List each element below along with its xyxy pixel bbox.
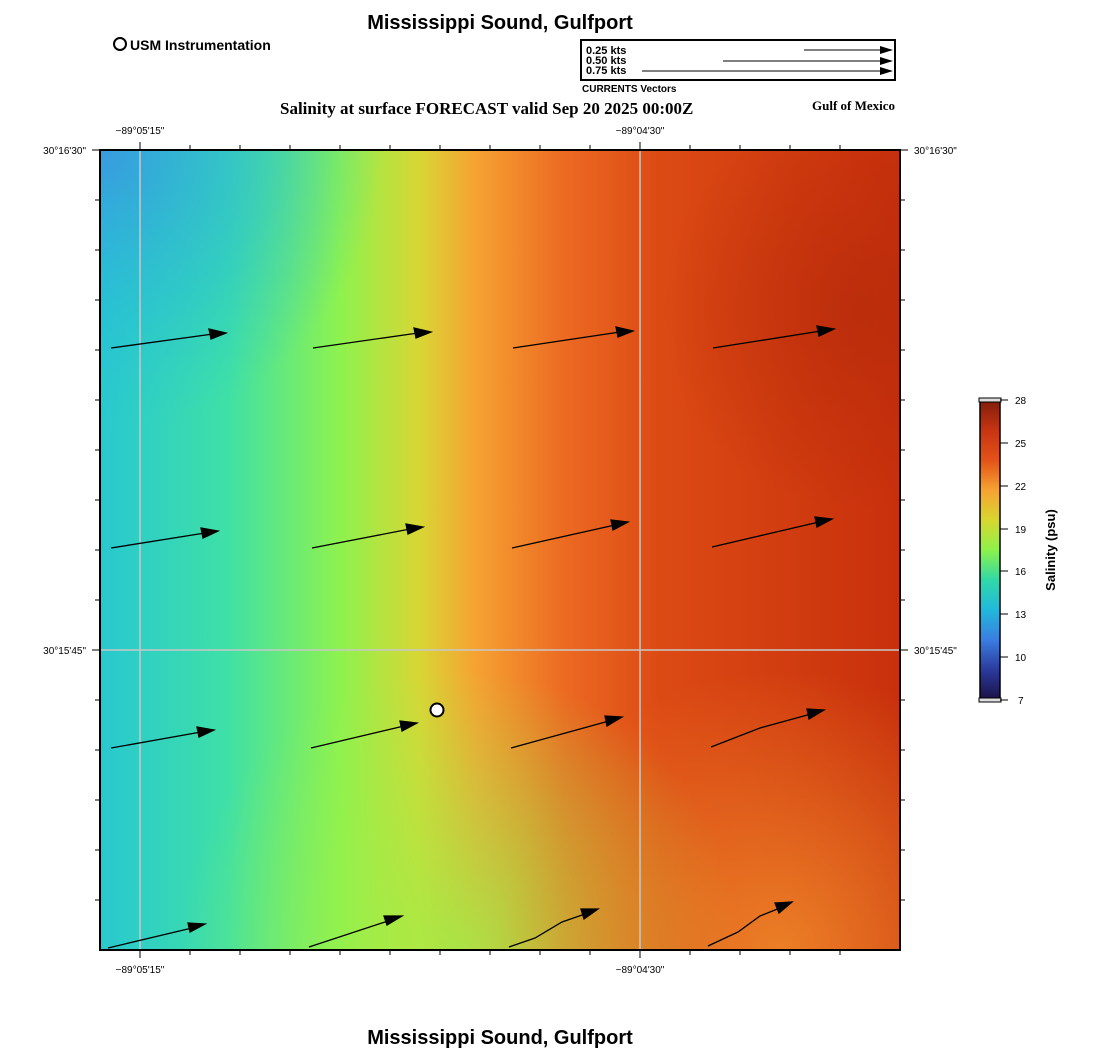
current-vector xyxy=(707,901,794,947)
current-vector xyxy=(308,915,405,948)
colorbar-tick-label: 25 xyxy=(1015,439,1027,450)
lon-label-bottom-1: −89°05'15" xyxy=(116,965,165,976)
vector-scale-label-1: 0.25 kts xyxy=(586,45,627,57)
lat-label-right-2: 30°15'45" xyxy=(914,646,957,657)
lon-label-top-1: −89°05'15" xyxy=(116,126,165,137)
lat-label-left-2: 30°15'45" xyxy=(43,646,86,657)
map-title-top: Mississippi Sound, Gulfport xyxy=(367,12,633,34)
colorbar-tick-label: 19 xyxy=(1015,525,1027,536)
colorbar-title: Salinity (psu) xyxy=(1043,509,1058,591)
scale-arrow-head-1 xyxy=(880,46,893,54)
vector-scale-title: CURRENTS Vectors xyxy=(582,84,677,95)
current-vector xyxy=(508,908,601,948)
current-vector xyxy=(107,922,208,949)
current-vector xyxy=(711,516,835,548)
usm-instrumentation-label: USM Instrumentation xyxy=(130,37,271,53)
current-vector xyxy=(110,726,217,749)
current-vector xyxy=(710,708,827,748)
colorbar-ticks xyxy=(1000,399,1008,701)
vector-scale-arrows xyxy=(642,46,893,75)
scale-arrow-head-2 xyxy=(880,57,893,65)
region-label: Gulf of Mexico xyxy=(812,98,896,113)
high-salinity-patch xyxy=(100,150,900,950)
colorbar-tick-label: 16 xyxy=(1015,567,1027,578)
colorbar-top-cap xyxy=(978,397,1002,403)
colorbar-tick-label: 7 xyxy=(1018,696,1024,707)
current-vector xyxy=(312,327,434,349)
frame-ticks xyxy=(92,142,908,958)
current-vector xyxy=(511,519,631,549)
lon-label-bottom-2: −89°04'30" xyxy=(616,965,665,976)
map-subtitle: Salinity at surface FORECAST valid Sep 2… xyxy=(280,99,694,118)
current-vector xyxy=(510,715,625,749)
current-vector xyxy=(512,326,636,349)
vector-scale-box: 0.25 kts 0.50 kts 0.75 kts xyxy=(580,39,896,81)
current-vector xyxy=(110,527,221,549)
map-title-bottom: Mississippi Sound, Gulfport xyxy=(367,1027,633,1049)
current-vectors xyxy=(107,325,837,949)
colorbar-tick-label: 10 xyxy=(1015,653,1027,664)
vector-scale-label-2: 0.50 kts xyxy=(586,55,627,67)
colorbar-bottom-cap xyxy=(978,697,1002,703)
colorbar-tick-label: 22 xyxy=(1015,482,1027,493)
vector-scale-label-3: 0.75 kts xyxy=(586,65,627,77)
lat-label-right-1: 30°16'30" xyxy=(914,146,957,157)
lat-label-left-1: 30°16'30" xyxy=(43,146,86,157)
grid-lines xyxy=(100,150,900,950)
colorbar-tick-label: 13 xyxy=(1015,610,1027,621)
current-vector xyxy=(311,523,426,549)
colorbar-tick-label: 28 xyxy=(1015,396,1027,407)
colorbar xyxy=(979,399,1001,701)
usm-station-marker[interactable] xyxy=(429,702,445,718)
usm-station-legend-icon xyxy=(113,37,127,51)
current-vector xyxy=(310,720,420,749)
lon-label-top-2: −89°04'30" xyxy=(616,126,665,137)
current-vector xyxy=(712,325,837,349)
current-vector xyxy=(110,328,229,349)
scale-arrow-head-3 xyxy=(880,67,893,75)
